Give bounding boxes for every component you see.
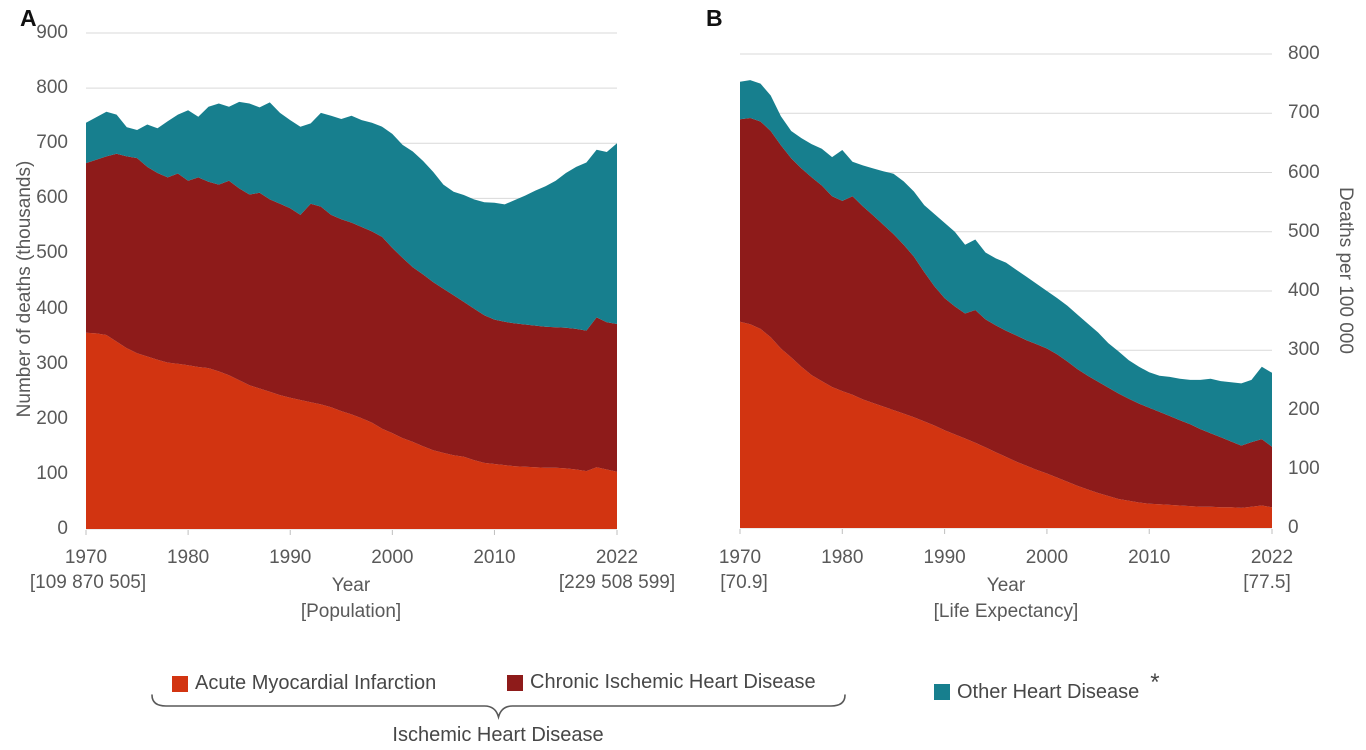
panel-b-last-year-note: [77.5] <box>1243 572 1291 593</box>
panel-b-x-tick-label: 1980 <box>821 547 864 568</box>
panel-b-letter: B <box>706 5 723 31</box>
panel-a-y-tick-label: 900 <box>36 22 68 43</box>
panel-b-x-tick-label: 1990 <box>923 547 966 568</box>
area-series-acute-myocardial-infarction <box>740 321 1272 528</box>
legend-swatch-acute-myocardial-infarction <box>172 675 188 692</box>
panel-a-x-tick-label: 2022 <box>595 547 639 568</box>
panel-b-y-tick-label: 100 <box>1288 457 1320 479</box>
legend-label-other-heart-disease: Other Heart Disease <box>957 680 1140 703</box>
legend-asterisk: * <box>1150 669 1160 696</box>
panel-b-y-tick-label: 0 <box>1288 517 1299 538</box>
panel-b-y-tick-label: 300 <box>1288 339 1320 361</box>
legend-swatch-chronic-ischemic-heart-disease <box>507 674 523 691</box>
panel-b-x-axis-title: Year <box>986 575 1026 596</box>
panel-a-y-tick-label: 0 <box>57 518 68 539</box>
panel-b-y-tick-label: 800 <box>1288 43 1320 64</box>
panel-a-x-tick-label: 2000 <box>371 547 414 568</box>
panel-a-y-tick-label: 700 <box>36 132 68 154</box>
panel-a-x-axis-subtitle: [Population] <box>300 601 402 622</box>
panel-a-x-tick-label: 1980 <box>166 547 210 568</box>
panel-b-x-axis-subtitle: [Life Expectancy] <box>933 601 1079 622</box>
panel-a-y-tick-label: 100 <box>36 462 68 484</box>
legend-label-chronic-ischemic-heart-disease: Chronic Ischemic Heart Disease <box>530 671 816 693</box>
panel-b-y-tick-label: 500 <box>1288 220 1320 242</box>
panel-a-letter: A <box>20 5 37 31</box>
panel-a-x-tick-label: 1970 <box>64 547 108 568</box>
panel-a-y-tick-label: 800 <box>36 77 68 99</box>
panel-b-x-tick-label: 2022 <box>1250 547 1294 568</box>
panel-a-x-tick-label: 2010 <box>473 547 516 568</box>
panel-a-y-tick-label: 500 <box>36 242 68 264</box>
area-series-chronic-ischemic-heart-disease <box>740 118 1272 508</box>
legend-item-other-heart-disease: Other Heart Disease * <box>934 669 1160 706</box>
area-series-chronic-ischemic-heart-disease <box>86 153 617 472</box>
area-series-other-heart-disease <box>740 80 1272 447</box>
legend-item-acute-myocardial-infarction: Acute Myocardial Infarction <box>172 672 436 695</box>
ischemic-heart-disease-group-label: Ischemic Heart Disease <box>392 724 604 746</box>
panel-a-last-year-note: [229 508 599] <box>558 572 676 593</box>
area-series-acute-myocardial-infarction <box>86 332 617 529</box>
panel-b-x-tick-label: 2000 <box>1025 547 1069 568</box>
panel-b-y-tick-label: 200 <box>1288 398 1320 420</box>
panel-a-y-tick-label: 300 <box>36 352 68 374</box>
panel-a-x-tick-label: 1990 <box>269 547 312 568</box>
panel-a-x-axis-title: Year <box>331 575 371 596</box>
panel-a-y-tick-label: 200 <box>36 407 68 429</box>
panel-b-x-tick-label: 1970 <box>718 547 762 568</box>
stacked-area-chart-a <box>85 32 618 535</box>
legend-swatch-other-heart-disease <box>934 684 950 700</box>
panel-b-first-year-note: [70.9] <box>720 572 768 593</box>
panel-b-y-tick-label: 400 <box>1288 280 1320 301</box>
panel-b-x-tick-label: 2010 <box>1128 547 1171 568</box>
panel-b-y-axis-title: Deaths per 100 000 <box>1335 186 1356 354</box>
panel-a-y-tick-label: 400 <box>36 297 68 319</box>
panel-a-y-tick-label: 600 <box>36 187 68 209</box>
legend-label-acute-myocardial-infarction: Acute Myocardial Infarction <box>195 672 437 694</box>
ischemic-group-brace <box>151 694 846 721</box>
area-series-other-heart-disease <box>86 101 617 331</box>
panel-b-y-tick-label: 600 <box>1288 161 1320 183</box>
panel-a-first-year-note: [109 870 505] <box>29 572 147 593</box>
stacked-area-chart-b <box>739 53 1273 534</box>
panel-b-y-tick-label: 700 <box>1288 102 1320 124</box>
legend-item-chronic-ischemic-heart-disease: Chronic Ischemic Heart Disease <box>507 671 816 694</box>
